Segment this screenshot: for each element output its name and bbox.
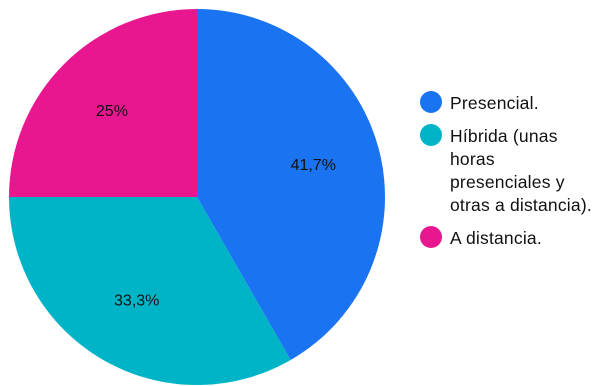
legend-swatch-hibrida — [420, 124, 442, 146]
pie-slice-a-distancia — [9, 9, 197, 197]
slice-label-hibrida: 33,3% — [114, 292, 159, 309]
legend-label-presencial: Presencial. — [450, 93, 539, 113]
pie-chart: 41,7% 33,3% 25% — [9, 9, 385, 385]
pie-slice-hibrida — [9, 197, 291, 385]
legend-item-presencial: Presencial. — [420, 91, 599, 115]
legend-swatch-a-distancia — [420, 226, 442, 248]
slice-label-presencial: 41,7% — [291, 157, 336, 174]
legend-item-hibrida: Híbrida (unas horas presenciales y otras… — [420, 124, 599, 217]
legend: Presencial. Híbrida (unas horas presenci… — [420, 91, 599, 260]
legend-swatch-presencial — [420, 91, 442, 113]
legend-label-hibrida: Híbrida (unas horas presenciales y otras… — [450, 126, 592, 215]
legend-label-a-distancia: A distancia. — [450, 228, 542, 248]
legend-item-a-distancia: A distancia. — [420, 226, 599, 250]
slice-label-a-distancia: 25% — [96, 103, 128, 120]
pie-slice-presencial — [197, 9, 385, 361]
